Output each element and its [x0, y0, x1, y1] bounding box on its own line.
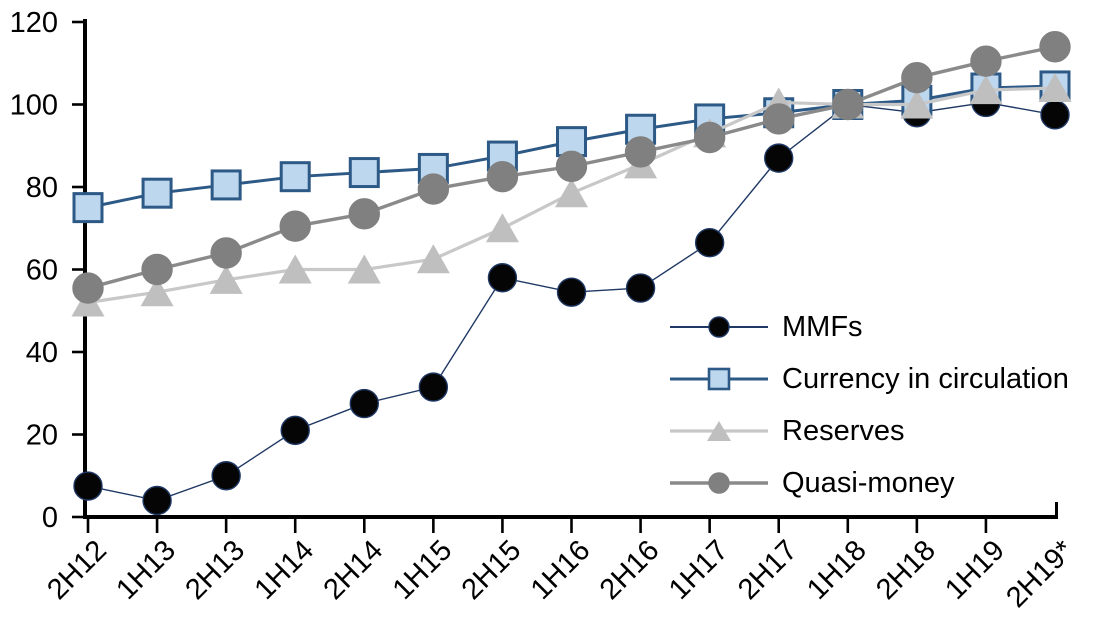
x-axis-tick-label: 1H16 — [525, 534, 597, 606]
series-mmfs-point — [764, 143, 794, 173]
series-mmfs-point — [280, 415, 310, 446]
x-axis-tick-label: 2H15 — [456, 534, 528, 606]
series-quasi-money-point — [624, 136, 657, 168]
series-quasi-money-point — [555, 150, 588, 183]
series-quasi-money-point — [763, 103, 795, 135]
series-currency-in-circulation-point — [210, 169, 242, 201]
x-axis-tick-label: 1H18 — [801, 534, 873, 606]
series-currency-in-circulation-point — [279, 161, 311, 193]
currency-marker-icon — [670, 367, 768, 391]
legend-item-reserves: Reserves — [668, 405, 1069, 457]
legend-item-mmfs: MMFs — [668, 301, 1069, 353]
series-mmfs-point — [418, 372, 449, 402]
series-reserves-point — [485, 213, 519, 243]
series-mmfs-point — [694, 227, 725, 258]
series-quasi-money-point — [693, 121, 726, 154]
series-reserves-point — [347, 254, 381, 284]
series-mmfs-point — [73, 471, 103, 501]
legend-swatch-shape — [707, 367, 731, 391]
y-axis-tick-label: 100 — [10, 90, 58, 122]
x-axis-tick-label: 2H18 — [870, 534, 942, 606]
series-mmfs-point — [556, 277, 587, 307]
series-mmfs-point — [1040, 100, 1070, 130]
quasi-money-marker-icon — [670, 472, 768, 494]
legend-label-mmfs: MMFs — [782, 310, 863, 343]
series-quasi-money-point — [417, 173, 450, 205]
x-axis-tick-label: 2H14 — [318, 534, 390, 606]
legend-label-quasi-money: Quasi-money — [782, 466, 955, 499]
series-quasi-money-point — [486, 160, 519, 193]
y-axis-tick-label: 80 — [26, 172, 58, 204]
chart-legend: MMFs Currency in circulation Reserves Qu… — [668, 301, 1069, 509]
legend-label-currency: Currency in circulation — [782, 362, 1069, 395]
series-currency-in-circulation-point — [348, 157, 380, 189]
y-axis-tick-label: 20 — [26, 420, 58, 452]
series-quasi-money-point — [970, 45, 1002, 77]
x-axis-tick-label: 1H15 — [387, 534, 459, 606]
series-reserves-point — [140, 277, 174, 307]
x-axis-tick-label: 2H19* — [1000, 534, 1080, 614]
series-reserves-point — [278, 254, 312, 284]
series-mmfs-point — [349, 388, 379, 419]
series-quasi-money-point — [210, 237, 242, 269]
series-mmfs-point — [211, 461, 241, 491]
x-axis-tick-label: 1H19 — [939, 534, 1011, 606]
x-axis-tick-label: 2H13 — [179, 534, 251, 606]
series-quasi-money-point — [279, 210, 311, 242]
series-reserves-point — [1038, 73, 1072, 102]
series-quasi-money-point — [832, 88, 864, 121]
mmfs-marker-icon — [670, 316, 768, 338]
series-reserves-point — [416, 244, 450, 274]
x-axis-tick-label: 1H13 — [110, 534, 182, 606]
legend-swatch-shape — [708, 472, 730, 494]
series-reserves-point — [209, 264, 243, 294]
x-axis-tick-label: 2H17 — [732, 534, 804, 606]
series-currency-in-circulation-point — [72, 192, 104, 224]
series-quasi-money-point — [348, 198, 380, 230]
y-axis-tick-label: 40 — [26, 337, 58, 369]
legend-swatch-shape — [708, 316, 730, 338]
series-mmfs-point — [142, 485, 172, 516]
x-axis-tick-label: 2H16 — [594, 534, 666, 606]
y-axis-tick-label: 0 — [42, 502, 58, 534]
x-axis-tick-label: 1H14 — [249, 534, 321, 606]
series-quasi-money-point — [1039, 31, 1071, 63]
series-quasi-money-point — [901, 61, 933, 94]
legend-item-quasi-money: Quasi-money — [668, 457, 1069, 509]
x-axis-tick-label: 2H12 — [41, 534, 113, 606]
series-reserves-point — [900, 89, 934, 119]
x-axis-tick-label: 1H17 — [663, 534, 735, 606]
y-axis-tick-label: 120 — [10, 7, 58, 39]
series-currency-in-circulation-point — [141, 177, 173, 209]
legend-label-reserves: Reserves — [782, 414, 905, 447]
series-quasi-money-point — [72, 272, 104, 304]
legend-swatch-shape — [707, 421, 731, 441]
series-mmfs-point — [625, 273, 656, 303]
series-reserves-point — [969, 75, 1003, 105]
reserves-marker-icon — [670, 421, 768, 441]
series-mmfs-point — [487, 263, 518, 293]
series-reserves-point — [555, 178, 588, 208]
y-axis-tick-label: 60 — [26, 255, 58, 287]
legend-item-currency: Currency in circulation — [668, 353, 1069, 405]
series-quasi-money-point — [141, 253, 173, 286]
